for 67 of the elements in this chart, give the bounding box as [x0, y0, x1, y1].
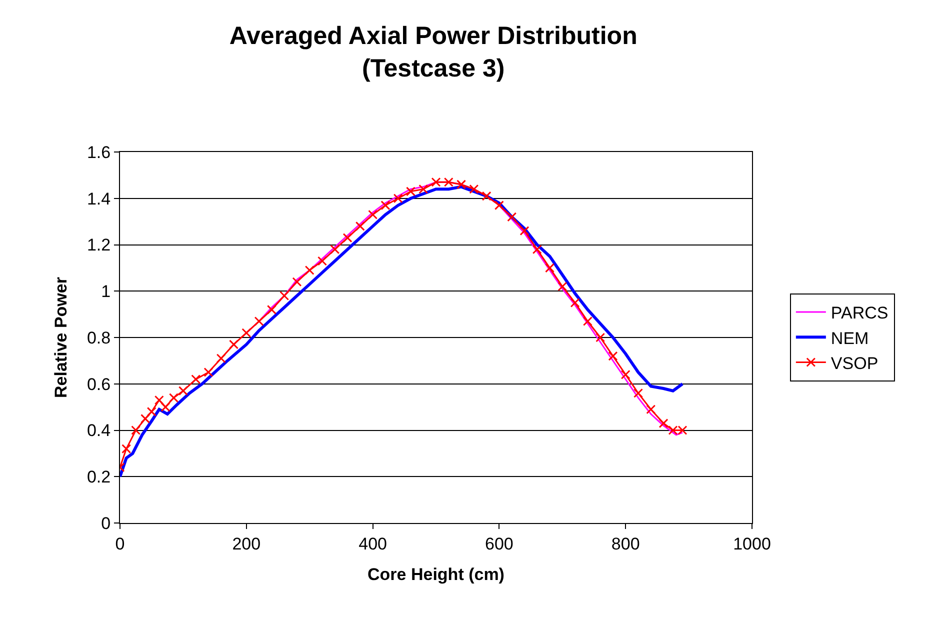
- point: [418, 184, 428, 194]
- x-tick-label: 1000: [733, 534, 771, 554]
- legend-label: NEM: [830, 328, 869, 348]
- point: [646, 404, 656, 414]
- x-tick-label: 800: [611, 534, 640, 554]
- point: [469, 184, 479, 194]
- point: [444, 177, 454, 187]
- point: [570, 298, 580, 308]
- point: [330, 244, 340, 254]
- y-tick-label: 1.6: [86, 142, 111, 162]
- y-tick-label: 1: [101, 282, 111, 302]
- y-tick-label: 0: [101, 514, 111, 533]
- point: [242, 328, 252, 338]
- x-tick-label: 600: [485, 534, 514, 554]
- legend-label: PARCS: [830, 304, 888, 323]
- point: [317, 256, 327, 266]
- point: [431, 177, 441, 187]
- x-tick-label: 400: [358, 534, 387, 554]
- point: [178, 386, 188, 396]
- point: [406, 186, 416, 196]
- point: [204, 368, 214, 378]
- y-tick-label: 0.2: [86, 468, 111, 487]
- x-tick-label: 200: [232, 534, 261, 554]
- point: [532, 244, 542, 254]
- point: [254, 316, 264, 326]
- chart-title: Averaged Axial Power Distribution (Testcase 3): [229, 22, 638, 82]
- point: [122, 444, 132, 454]
- point: [154, 395, 164, 405]
- point: [191, 374, 201, 384]
- point: [131, 426, 141, 435]
- point: [146, 406, 156, 416]
- point: [304, 266, 314, 276]
- point: [160, 402, 170, 412]
- y-tick-label: 0.4: [86, 421, 111, 440]
- point: [520, 226, 530, 236]
- y-tick-label: 0.6: [86, 374, 111, 394]
- point: [545, 263, 555, 273]
- point: [608, 351, 618, 361]
- point: [292, 277, 302, 287]
- point: [266, 304, 276, 314]
- point: [494, 200, 504, 210]
- point: [355, 221, 365, 231]
- point: [380, 200, 390, 210]
- point: [620, 370, 630, 380]
- point: [558, 282, 568, 292]
- y-tick-label: 1.2: [86, 236, 111, 255]
- x-axis-title: Core Height (cm): [368, 564, 504, 584]
- y-tick-label: 0.8: [86, 328, 111, 348]
- point: [633, 388, 643, 398]
- point: [658, 418, 668, 428]
- point: [582, 316, 592, 326]
- point: [456, 180, 466, 190]
- point: [216, 354, 226, 364]
- point: [368, 210, 378, 220]
- y-tick-label: 1.4: [86, 189, 111, 208]
- point: [229, 340, 239, 350]
- point: [280, 291, 290, 301]
- x-tick-label: 0: [115, 534, 125, 554]
- point: [596, 332, 606, 342]
- point: [140, 414, 150, 424]
- point: [482, 191, 492, 201]
- point: [393, 194, 403, 204]
- legend-label: VSOP: [830, 354, 878, 373]
- point: [342, 233, 352, 243]
- point: [168, 393, 178, 403]
- point: [507, 212, 517, 222]
- y-axis-title: Relative Power: [52, 276, 71, 398]
